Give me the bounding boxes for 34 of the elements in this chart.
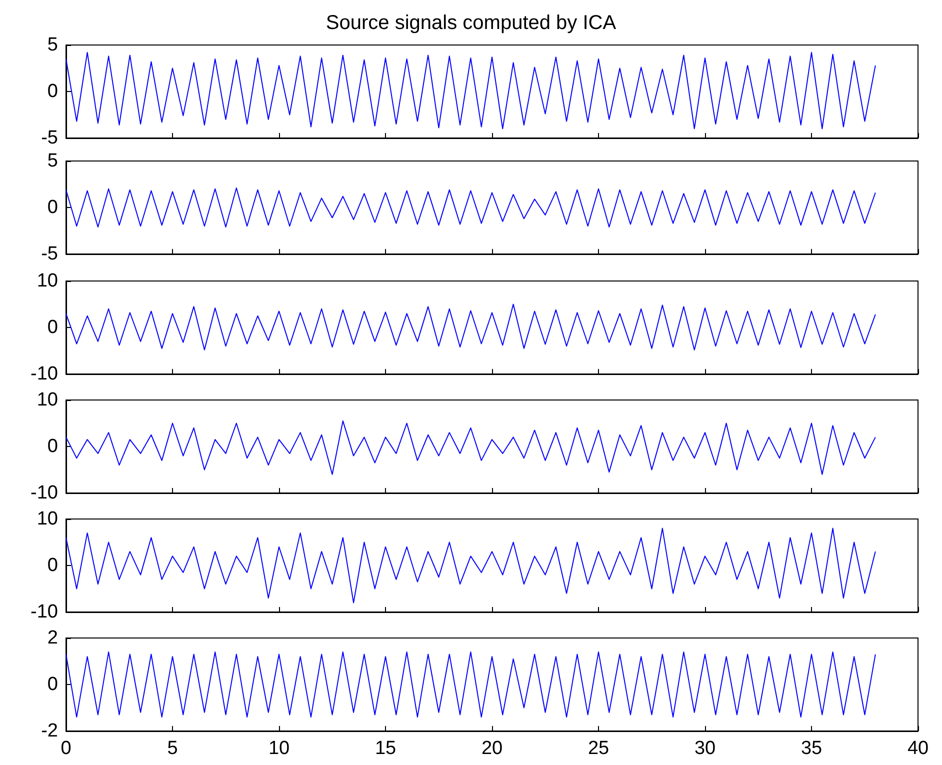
y-tick-label: 0	[47, 436, 58, 457]
y-tick-label: 0	[47, 81, 58, 102]
y-tick-label: -5	[41, 244, 58, 264]
line-series	[66, 651, 876, 718]
line-series	[66, 187, 876, 228]
y-tick-label: -5	[41, 128, 58, 148]
x-tick-label: 25	[588, 738, 610, 759]
chart-title: Source signals computed by ICA	[326, 12, 617, 34]
y-tick-label: -2	[41, 720, 58, 742]
x-tick-label: 20	[481, 738, 503, 759]
y-tick-label: 0	[47, 674, 58, 695]
line-series	[66, 304, 876, 350]
x-tick-label: 10	[268, 738, 290, 759]
y-tick-label: 10	[36, 508, 58, 530]
x-tick-label: 30	[694, 738, 716, 759]
y-tick-label: -10	[30, 482, 58, 504]
x-tick-label: 15	[374, 738, 396, 759]
x-tick-label: 5	[167, 738, 178, 759]
y-tick-label: 10	[36, 390, 58, 410]
y-tick-label: -10	[30, 602, 58, 622]
line-series	[66, 52, 876, 130]
x-tick-label: 35	[800, 738, 822, 759]
x-tick-label: 40	[907, 738, 929, 759]
line-series	[66, 528, 876, 604]
y-tick-label: 5	[47, 150, 58, 172]
x-tick-label: 0	[60, 738, 72, 759]
y-tick-label: -10	[30, 364, 58, 384]
line-series	[66, 420, 876, 475]
y-tick-label: 0	[47, 197, 58, 218]
y-tick-label: 2	[47, 628, 58, 648]
y-tick-label: 0	[47, 317, 58, 338]
y-tick-label: 5	[47, 34, 58, 56]
y-tick-label: 0	[47, 555, 58, 576]
y-tick-label: 10	[36, 270, 58, 292]
